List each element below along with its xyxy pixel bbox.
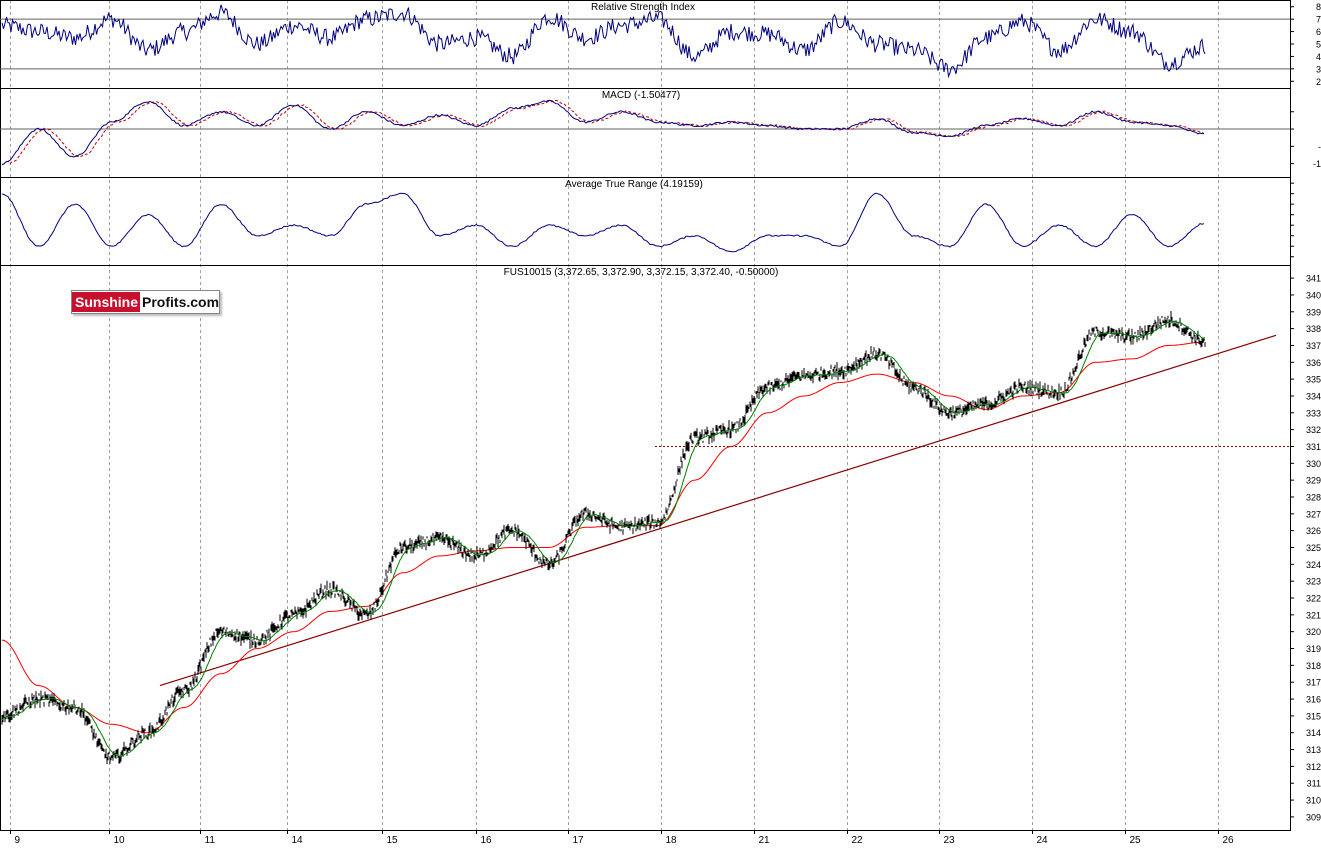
price-y-label: 3370 xyxy=(1306,341,1321,351)
price-y-label: 3320 xyxy=(1306,425,1321,435)
price-y-label: 3350 xyxy=(1306,375,1321,385)
macd-title: MACD (-1.50477) xyxy=(602,90,680,101)
price-y-label: 3340 xyxy=(1306,391,1321,401)
price-y-label: 3120 xyxy=(1306,762,1321,772)
x-label-22: 22 xyxy=(852,835,864,844)
slow-moving-average xyxy=(2,342,1204,733)
atr-panel: Average True Range (4.19159) xyxy=(2,179,1204,252)
rsi-panel: Relative Strength Index xyxy=(0,2,1290,76)
x-label-24: 24 xyxy=(1037,835,1049,844)
logo-profits: Profits.com xyxy=(140,294,219,310)
price-y-label: 3210 xyxy=(1306,610,1321,620)
price-y-label: 3280 xyxy=(1306,492,1321,502)
price-frame xyxy=(1,266,1291,831)
sunshine-profits-logo: Sunshine Profits.com xyxy=(71,290,220,314)
vertical-gridlines xyxy=(11,0,1219,830)
x-label-14: 14 xyxy=(292,835,304,844)
rsi-line xyxy=(2,5,1205,77)
price-y-label: 3180 xyxy=(1306,661,1321,671)
atr-line xyxy=(2,193,1204,252)
price-y-label: 3110 xyxy=(1307,779,1321,789)
price-y-label: 3400 xyxy=(1306,290,1321,300)
macd-frame xyxy=(1,89,1291,178)
rsi-y-label: 40 xyxy=(1316,52,1321,62)
price-y-label: 3240 xyxy=(1306,560,1321,570)
x-label-26: 26 xyxy=(1223,835,1235,844)
price-y-label: 3410 xyxy=(1306,274,1321,284)
rsi-y-label: 50 xyxy=(1316,40,1321,50)
price-y-label: 3200 xyxy=(1306,627,1321,637)
price-y-label: 3090 xyxy=(1306,812,1321,822)
x-label-25: 25 xyxy=(1130,835,1142,844)
price-y-label: 3290 xyxy=(1306,476,1321,486)
price-y-label: 3220 xyxy=(1306,594,1321,604)
price-y-label: 3270 xyxy=(1306,509,1321,519)
x-label-11: 11 xyxy=(205,835,216,844)
logo-sunshine: Sunshine xyxy=(72,292,140,312)
x-label-17: 17 xyxy=(573,835,585,844)
price-y-label: 3130 xyxy=(1306,745,1321,755)
price-y-label: 3160 xyxy=(1306,695,1321,705)
rsi-title: Relative Strength Index xyxy=(591,2,695,13)
price-y-label: 3170 xyxy=(1306,678,1321,688)
rsi-y-label: 30 xyxy=(1316,64,1321,74)
x-label-15: 15 xyxy=(387,835,399,844)
price-y-label: 3140 xyxy=(1306,728,1321,738)
price-y-label: 3360 xyxy=(1306,358,1321,368)
panel-frames xyxy=(0,1,1291,831)
price-title: FUS10015 (3,372.65, 3,372.90, 3,372.15, … xyxy=(504,267,779,278)
price-y-label: 3310 xyxy=(1306,442,1321,452)
price-y-label: 3390 xyxy=(1306,307,1321,317)
macd-signal-line xyxy=(2,100,1204,164)
trendline xyxy=(160,335,1276,685)
x-label-21: 21 xyxy=(759,835,771,844)
price-y-label: 3150 xyxy=(1306,711,1321,721)
price-panel: FUS10015 (3,372.65, 3,372.90, 3,372.15, … xyxy=(2,267,1290,764)
price-y-label: 3250 xyxy=(1306,543,1321,553)
price-y-label: 3100 xyxy=(1306,796,1321,806)
rsi-y-label: 60 xyxy=(1316,27,1321,37)
x-label-23: 23 xyxy=(944,835,956,844)
macd-line xyxy=(2,100,1204,164)
rsi-frame xyxy=(1,1,1291,89)
atr-title: Average True Range (4.19159) xyxy=(565,179,703,190)
rsi-y-label: 20 xyxy=(1316,77,1321,87)
macd-panel: MACD (-1.50477) xyxy=(0,90,1290,165)
x-label-9: 9 xyxy=(15,835,21,844)
x-label-18: 18 xyxy=(666,835,678,844)
atr-frame xyxy=(1,178,1291,266)
rsi-y-label: 80 xyxy=(1316,2,1321,12)
price-y-label: 3330 xyxy=(1306,408,1321,418)
x-label-16: 16 xyxy=(481,835,493,844)
axis-labels: 9 10 11 14 15 16 17 18 21 22 23 24 25 26 80 70 60 50 40 30 2… xyxy=(11,2,1321,844)
price-y-label: 3190 xyxy=(1306,644,1321,654)
price-y-label: 3300 xyxy=(1306,459,1321,469)
price-y-label: 3230 xyxy=(1306,577,1321,587)
x-label-10: 10 xyxy=(114,835,126,844)
price-y-label: 3260 xyxy=(1306,526,1321,536)
price-y-label: 3380 xyxy=(1306,324,1321,334)
macd-y-label: -10 xyxy=(1313,159,1321,169)
rsi-y-label: 70 xyxy=(1316,15,1321,25)
